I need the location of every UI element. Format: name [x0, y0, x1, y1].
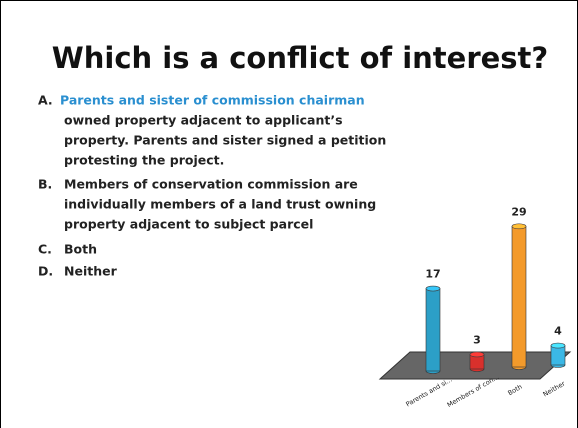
option-letter: D. — [38, 264, 53, 279]
option-text: individually members of a land trust own… — [64, 197, 376, 212]
data-label: 17 — [425, 268, 440, 281]
data-label: 3 — [473, 333, 481, 346]
bar-top — [511, 223, 527, 230]
bar — [550, 345, 566, 366]
bar-top — [550, 342, 566, 349]
option-letter: A. — [38, 93, 53, 108]
bar — [511, 226, 527, 368]
data-label: 4 — [554, 325, 562, 338]
option-text: Parents and sister of commission chairma… — [60, 93, 365, 108]
bar-top — [469, 351, 485, 358]
x-tick-label: Neither — [542, 379, 567, 398]
option-text: property. Parents and sister signed a pe… — [64, 133, 386, 148]
x-tick-label: Both — [506, 383, 523, 397]
option-text: owned property adjacent to applicant’s — [64, 113, 343, 128]
bar-top — [425, 285, 441, 292]
option-letter: C. — [38, 242, 52, 257]
slide-title: Which is a conflict of interest? — [52, 41, 548, 75]
option-text: Neither — [64, 264, 118, 279]
option-text: property adjacent to subject parcel — [64, 217, 313, 232]
data-label: 29 — [511, 205, 526, 218]
option-text: Both — [64, 242, 97, 257]
option-letter: B. — [38, 177, 52, 192]
option-text: Members of conservation commission are — [64, 177, 358, 192]
bar — [425, 288, 441, 372]
option-text: protesting the project. — [64, 153, 224, 168]
